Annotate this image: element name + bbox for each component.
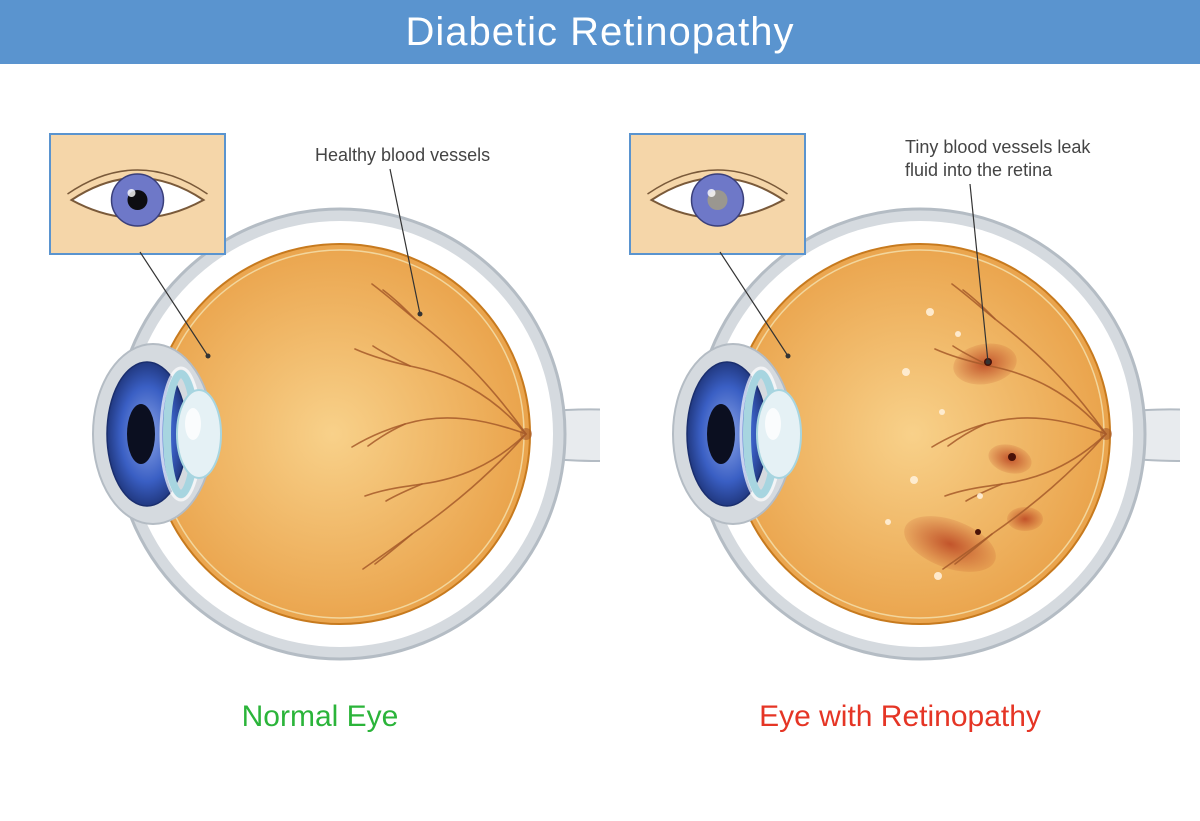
eye-retinopathy-svg [620, 124, 1180, 684]
header-bar: Diabetic Retinopathy [0, 0, 1200, 64]
diagram-stage: Healthy blood vessels Normal Eye Tiny bl… [0, 64, 1200, 821]
caption-normal: Normal Eye [40, 700, 600, 734]
panel-retinopathy-eye: Tiny blood vessels leakfluid into the re… [620, 124, 1180, 734]
caption-retinopathy: Eye with Retinopathy [620, 700, 1180, 734]
annotation-normal: Healthy blood vessels [315, 144, 490, 167]
panel-normal-eye: Healthy blood vessels Normal Eye [40, 124, 600, 734]
eye-normal-svg [40, 124, 600, 684]
page-title: Diabetic Retinopathy [405, 10, 794, 55]
annotation-retinopathy: Tiny blood vessels leakfluid into the re… [905, 136, 1090, 183]
